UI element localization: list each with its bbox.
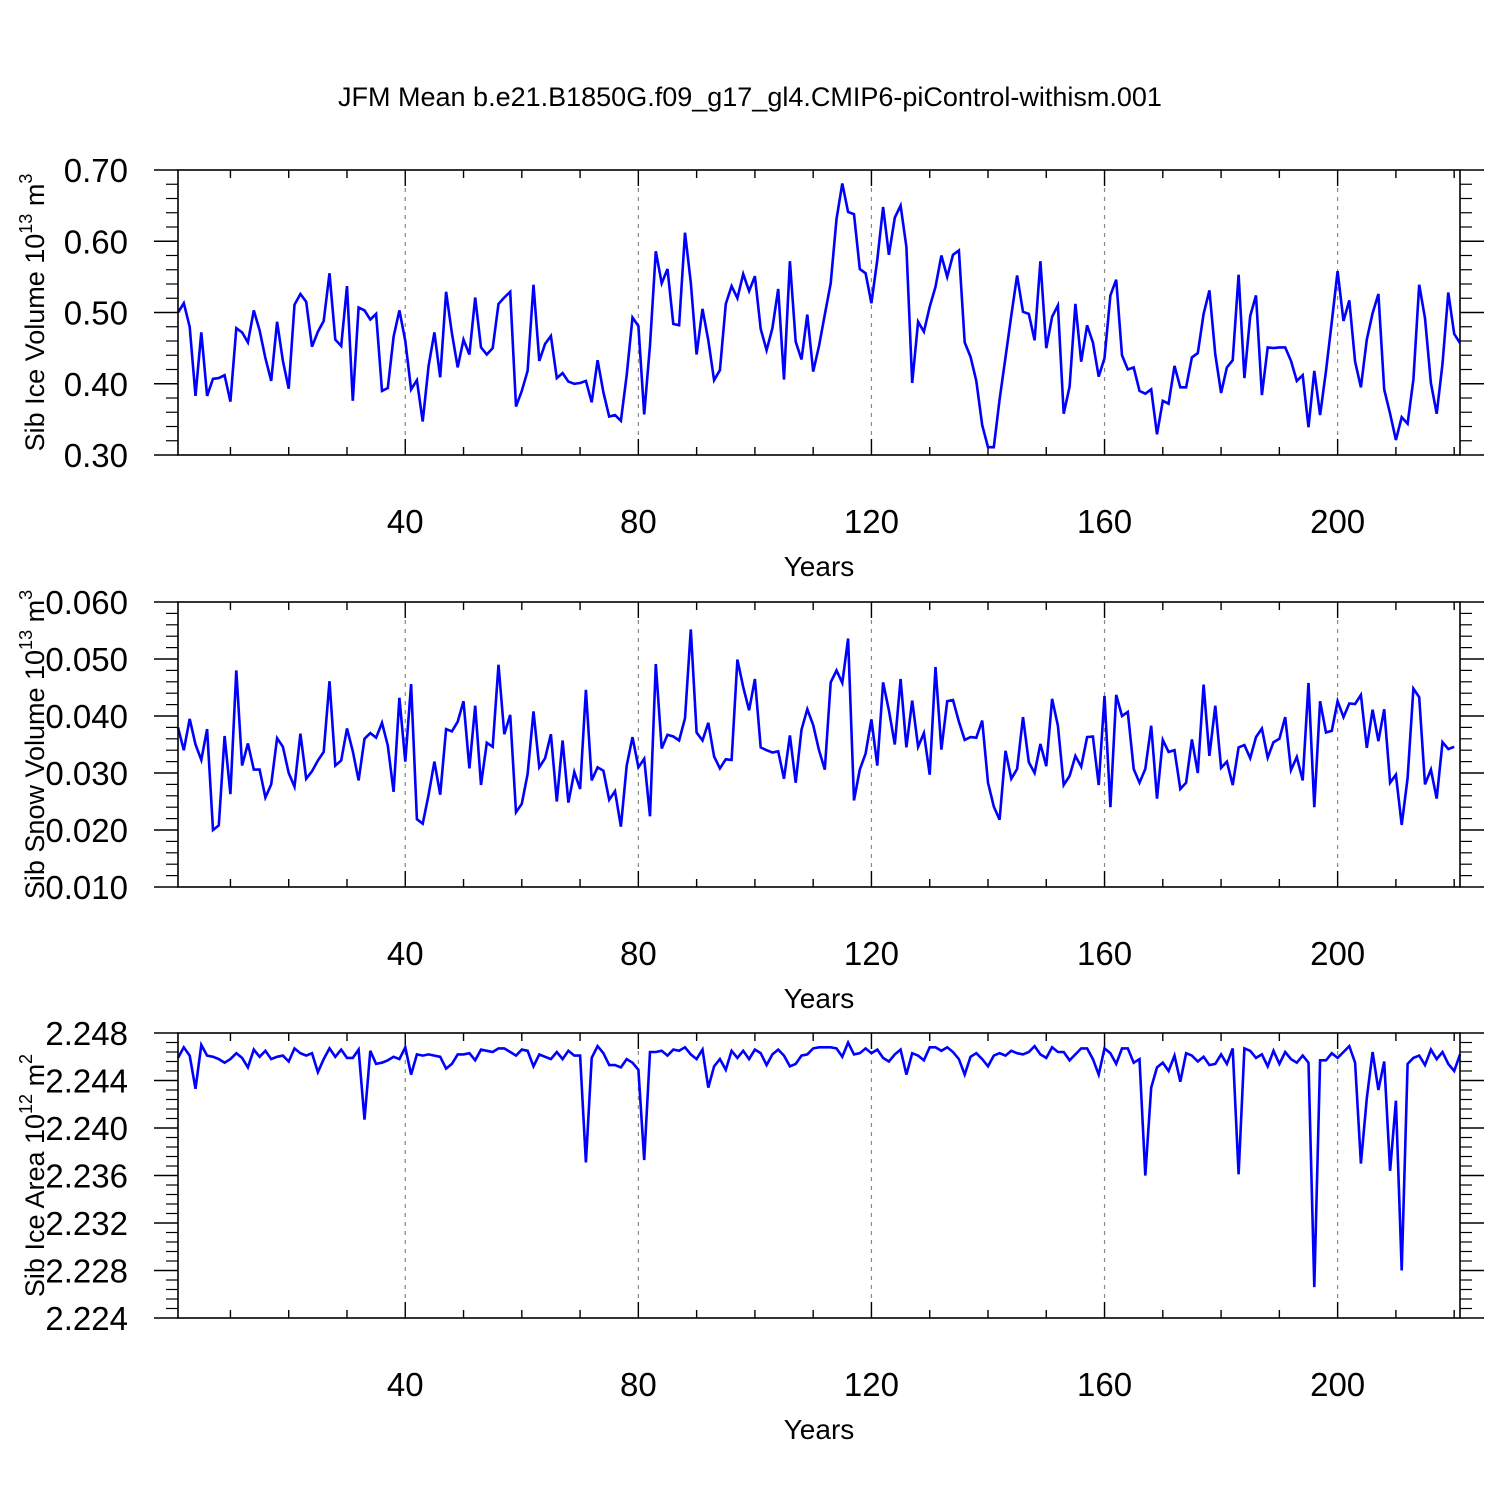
series-line xyxy=(176,183,1462,449)
y-tick-label: 0.030 xyxy=(45,755,128,792)
y-tick-label: 2.224 xyxy=(45,1300,128,1337)
y-tick-label: 0.060 xyxy=(45,584,128,621)
series-line xyxy=(176,1039,1462,1288)
y-tick-label: 0.050 xyxy=(45,641,128,678)
panels: 0.30 0.40 0.50 0.60 0.70 40 80 120 160 200 Years Si… xyxy=(16,152,1484,1445)
x-axis-label: Years xyxy=(784,1414,855,1445)
x-tick-label: 80 xyxy=(620,503,657,540)
panel-1: 0.30 0.40 0.50 0.60 0.70 40 80 120 160 200 Years Si… xyxy=(16,152,1484,582)
y-tick-label: 2.244 xyxy=(45,1063,128,1100)
x-tick-label: 80 xyxy=(620,1366,657,1403)
x-tick-label: 200 xyxy=(1310,503,1365,540)
x-axis-label: Years xyxy=(784,983,855,1014)
x-tick-label: 200 xyxy=(1310,935,1365,972)
y-tick-label: 0.70 xyxy=(64,152,128,189)
x-tick-label: 200 xyxy=(1310,1366,1365,1403)
x-tick-label: 160 xyxy=(1077,935,1132,972)
y-tick-label: 0.040 xyxy=(45,698,128,735)
y-tick-label: 0.50 xyxy=(64,295,128,332)
x-tick-label: 40 xyxy=(387,1366,424,1403)
panel-2: 0.010 0.020 0.030 0.040 0.050 0.060 40 80 120 160… xyxy=(16,584,1484,1014)
panel-3: 2.224 2.228 2.232 2.236 2.240 2.244 2.248 40 80 1… xyxy=(16,1015,1484,1445)
y-tick-label: 0.30 xyxy=(64,437,128,474)
y-axis-label: Sib Ice Area 1012 m2 xyxy=(16,1054,50,1297)
series-line xyxy=(176,629,1455,833)
x-tick-label: 120 xyxy=(844,935,899,972)
plot-frame xyxy=(177,1032,1461,1319)
figure-title: JFM Mean b.e21.B1850G.f09_g17_gl4.CMIP6-… xyxy=(338,82,1162,112)
x-tick-label: 40 xyxy=(387,935,424,972)
x-tick-label: 120 xyxy=(844,503,899,540)
x-tick-label: 120 xyxy=(844,1366,899,1403)
y-tick-label: 2.232 xyxy=(45,1205,128,1242)
y-tick-label: 0.020 xyxy=(45,812,128,849)
x-tick-label: 40 xyxy=(387,503,424,540)
y-tick-label: 2.236 xyxy=(45,1158,128,1195)
y-axis-label: Sib Snow Volume 1013 m3 xyxy=(16,590,50,899)
y-tick-label: 2.240 xyxy=(45,1110,128,1147)
y-tick-label: 0.010 xyxy=(45,869,128,906)
x-tick-label: 160 xyxy=(1077,1366,1132,1403)
y-tick-label: 2.248 xyxy=(45,1015,128,1052)
x-axis-label: Years xyxy=(784,551,855,582)
y-tick-label: 0.40 xyxy=(64,366,128,403)
x-tick-label: 80 xyxy=(620,935,657,972)
plot-frame xyxy=(177,601,1461,888)
y-axis-label: Sib Ice Volume 1013 m3 xyxy=(16,174,50,452)
y-tick-label: 0.60 xyxy=(64,223,128,260)
x-tick-label: 160 xyxy=(1077,503,1132,540)
y-tick-label: 2.228 xyxy=(45,1253,128,1290)
plot-frame xyxy=(177,169,1461,456)
